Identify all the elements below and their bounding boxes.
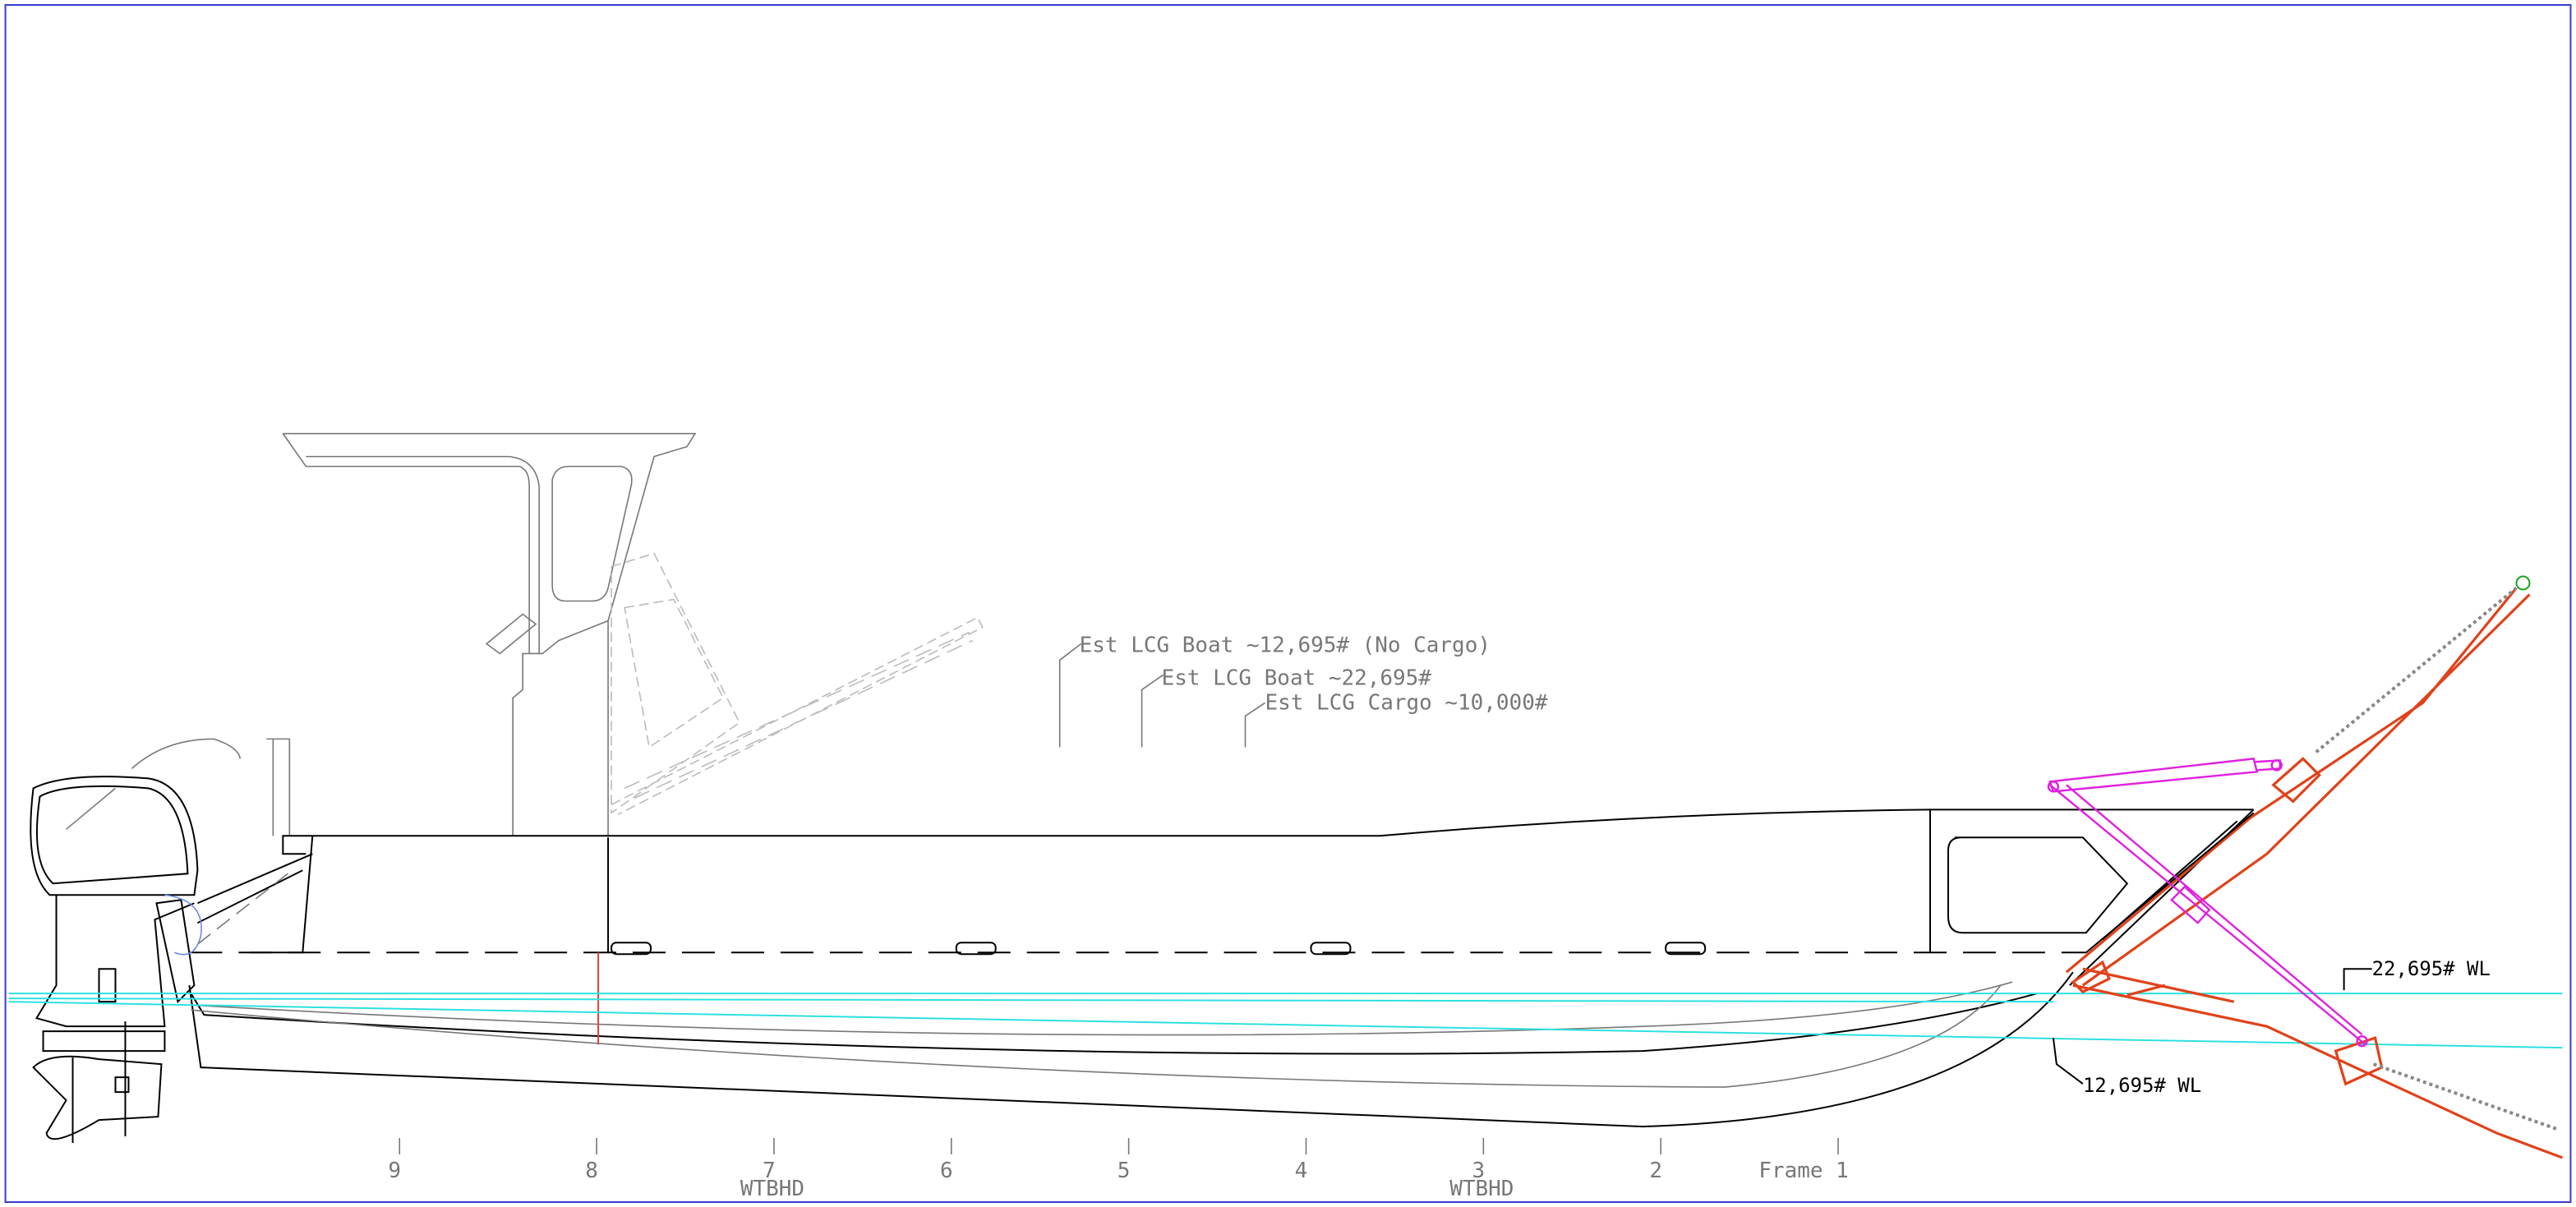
- frame-label: 6: [940, 1159, 953, 1183]
- hull: [188, 809, 2255, 1128]
- frame-label: 4: [1295, 1159, 1308, 1183]
- lcg-annotation: Est LCG Cargo ~10,000#: [1265, 690, 1548, 715]
- windshield-outline: [624, 631, 974, 799]
- outboard-motor: [30, 738, 242, 1144]
- frame-label: 3: [1472, 1159, 1486, 1183]
- frame-label: 5: [1117, 1159, 1131, 1183]
- frame-label: 9: [388, 1159, 401, 1183]
- bulkhead-label: WTBHD: [1449, 1177, 1514, 1201]
- t-top: [266, 432, 697, 836]
- wl-label: 12,695# WL: [2083, 1074, 2201, 1097]
- frame-label: 8: [585, 1159, 598, 1183]
- wl-label: 22,695# WL: [2372, 957, 2491, 980]
- frame-label: 7: [763, 1159, 776, 1183]
- sheet-border: [4, 3, 2572, 1204]
- lcg-leader: [1058, 643, 1265, 748]
- frame-label: Frame 1: [1758, 1159, 1848, 1183]
- frame-ticks: [399, 1138, 1839, 1155]
- hydraulic-ram: [2047, 758, 2368, 1048]
- bulkhead-label: WTBHD: [740, 1177, 804, 1201]
- bow-ramp: [2065, 575, 2564, 1159]
- frame-label: 2: [1649, 1159, 1662, 1183]
- wl-leader: [2052, 968, 2372, 1085]
- lcg-annotation: Est LCG Boat ~12,695# (No Cargo): [1080, 633, 1491, 657]
- lcg-annotation: Est LCG Boat ~22,695#: [1162, 666, 1432, 690]
